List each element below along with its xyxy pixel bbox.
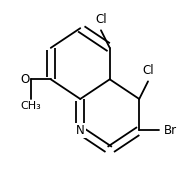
Text: N: N xyxy=(76,124,85,137)
Text: Cl: Cl xyxy=(95,13,107,26)
Text: CH₃: CH₃ xyxy=(21,101,41,111)
Text: Cl: Cl xyxy=(142,64,154,77)
Text: Br: Br xyxy=(164,124,177,137)
Text: O: O xyxy=(20,73,29,86)
